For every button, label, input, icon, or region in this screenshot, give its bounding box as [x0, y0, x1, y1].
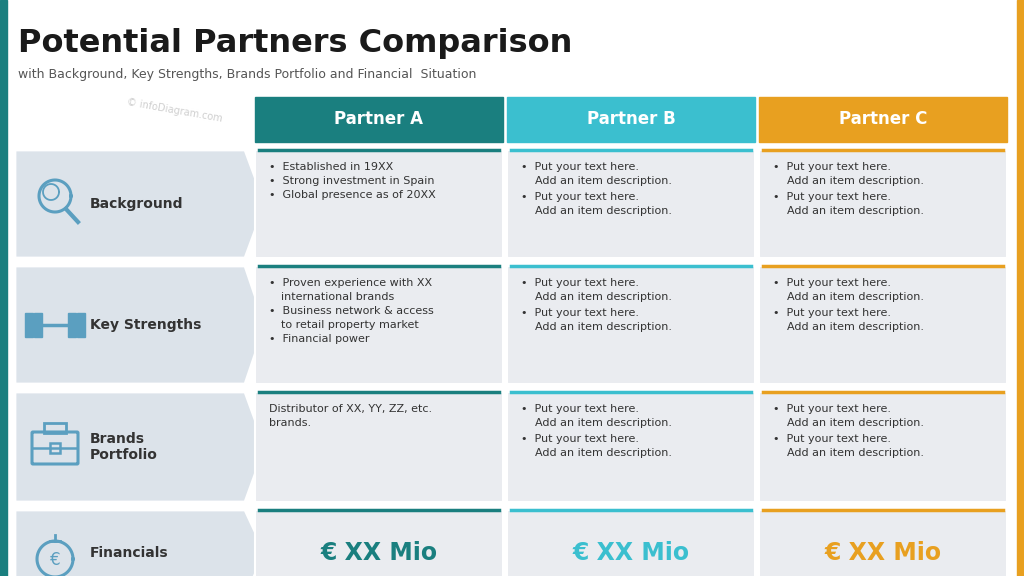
Text: •  Proven experience with XX: • Proven experience with XX	[269, 278, 432, 288]
Bar	[759, 97, 1007, 142]
Bar	[34, 313, 42, 337]
Polygon shape	[15, 266, 265, 384]
Text: with Background, Key Strengths, Brands Portfolio and Financial  Situation: with Background, Key Strengths, Brands P…	[18, 68, 476, 81]
Text: Partner C: Partner C	[839, 111, 927, 128]
Text: •  Global presence as of 20XX: • Global presence as of 20XX	[269, 190, 436, 200]
Text: € XX Mio: € XX Mio	[572, 541, 689, 565]
Text: Partner A: Partner A	[335, 111, 424, 128]
Text: Add an item description.: Add an item description.	[535, 292, 672, 302]
Bar	[0, 0, 7, 576]
Text: Potential Partners Comparison: Potential Partners Comparison	[18, 28, 572, 59]
Text: •  Put your text here.: • Put your text here.	[521, 278, 639, 288]
Text: to retail property market: to retail property market	[281, 320, 419, 330]
Text: Add an item description.: Add an item description.	[787, 292, 924, 302]
Text: Background: Background	[90, 197, 183, 211]
Text: •  Put your text here.: • Put your text here.	[773, 404, 891, 414]
Text: Add an item description.: Add an item description.	[787, 176, 924, 186]
Text: Financials: Financials	[90, 546, 169, 560]
Text: Add an item description.: Add an item description.	[535, 322, 672, 332]
Bar	[68, 313, 76, 337]
Text: •  Put your text here.: • Put your text here.	[773, 192, 891, 202]
Bar	[255, 510, 503, 576]
Text: Brands
Portfolio: Brands Portfolio	[90, 432, 158, 462]
Bar	[759, 510, 1007, 576]
Bar	[507, 150, 755, 258]
Text: •  Put your text here.: • Put your text here.	[521, 404, 639, 414]
Text: •  Strong investment in Spain: • Strong investment in Spain	[269, 176, 434, 186]
Text: Add an item description.: Add an item description.	[787, 418, 924, 428]
Bar	[507, 266, 755, 384]
Text: •  Put your text here.: • Put your text here.	[773, 308, 891, 318]
Text: international brands: international brands	[281, 292, 394, 302]
Text: •  Business network & access: • Business network & access	[269, 306, 434, 316]
Text: •  Financial power: • Financial power	[269, 334, 370, 344]
Text: Distributor of XX, YY, ZZ, etc.: Distributor of XX, YY, ZZ, etc.	[269, 404, 432, 414]
Bar	[255, 150, 503, 258]
Text: •  Put your text here.: • Put your text here.	[773, 162, 891, 172]
Text: Add an item description.: Add an item description.	[787, 322, 924, 332]
Bar	[25, 313, 33, 337]
Bar	[77, 313, 85, 337]
Text: Partner B: Partner B	[587, 111, 676, 128]
Bar	[507, 510, 755, 576]
Bar	[507, 392, 755, 502]
Bar	[759, 266, 1007, 384]
Bar	[50, 443, 60, 453]
Text: •  Put your text here.: • Put your text here.	[773, 434, 891, 444]
Text: € XX Mio: € XX Mio	[321, 541, 437, 565]
Text: € XX Mio: € XX Mio	[824, 541, 941, 565]
Text: •  Put your text here.: • Put your text here.	[521, 162, 639, 172]
Text: Add an item description.: Add an item description.	[535, 176, 672, 186]
Bar	[255, 97, 503, 142]
Polygon shape	[15, 392, 265, 502]
Text: Add an item description.: Add an item description.	[535, 448, 672, 458]
Text: •  Put your text here.: • Put your text here.	[521, 434, 639, 444]
Polygon shape	[15, 150, 265, 258]
Text: •  Established in 19XX: • Established in 19XX	[269, 162, 393, 172]
Text: © infoDiagram.com: © infoDiagram.com	[126, 97, 223, 123]
Text: Add an item description.: Add an item description.	[787, 448, 924, 458]
Text: Add an item description.: Add an item description.	[535, 418, 672, 428]
Text: Key Strengths: Key Strengths	[90, 318, 202, 332]
Text: Get these slides & icons at www.infoDiagram.com: Get these slides & icons at www.infoDiag…	[18, 552, 297, 562]
Text: Add an item description.: Add an item description.	[787, 206, 924, 216]
Text: €: €	[50, 551, 60, 569]
Text: •  Put your text here.: • Put your text here.	[521, 308, 639, 318]
Bar	[44, 423, 66, 433]
Text: Add an item description.: Add an item description.	[535, 206, 672, 216]
Bar	[255, 266, 503, 384]
Bar	[759, 150, 1007, 258]
Bar	[1017, 0, 1024, 576]
Bar	[507, 97, 755, 142]
Text: •  Put your text here.: • Put your text here.	[773, 278, 891, 288]
Polygon shape	[15, 510, 265, 576]
Bar	[255, 392, 503, 502]
Text: brands.: brands.	[269, 418, 311, 428]
Bar	[759, 392, 1007, 502]
Text: •  Put your text here.: • Put your text here.	[521, 192, 639, 202]
